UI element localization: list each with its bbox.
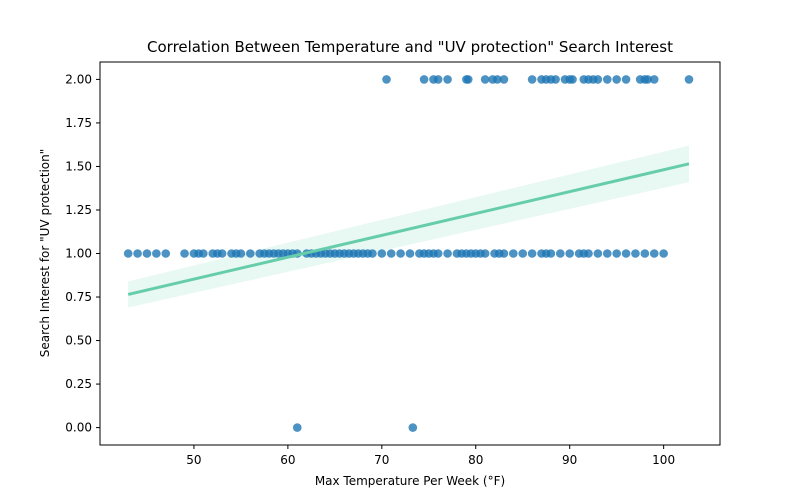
data-point	[546, 249, 556, 258]
axes-layer: 50 60 70 80 90 100 0.00 0.25 0.50 0.75 1.00 1.25 1.5…	[65, 61, 721, 467]
x-tick-label: 90	[562, 453, 577, 467]
y-tick-label: 0.75	[65, 290, 92, 304]
data-point	[631, 249, 640, 258]
regression-line	[127, 162, 690, 296]
y-tick-label: 1.00	[65, 247, 92, 261]
regression-line-layer	[127, 162, 690, 296]
data-point	[377, 249, 387, 258]
y-tick-label: 0.00	[65, 421, 92, 435]
y-tick-label: 1.50	[65, 159, 92, 173]
data-point	[443, 249, 452, 258]
data-point	[405, 249, 415, 258]
data-point	[199, 249, 208, 258]
confidence-band-layer	[128, 145, 689, 308]
data-point	[643, 75, 652, 84]
data-point	[568, 75, 577, 84]
data-point	[565, 249, 574, 258]
data-point	[386, 249, 396, 258]
data-point	[408, 423, 418, 432]
data-point	[621, 249, 631, 258]
x-tick-label: 80	[468, 453, 483, 467]
data-point	[518, 249, 528, 258]
data-point	[584, 249, 593, 258]
data-points-layer	[123, 75, 694, 432]
data-point	[602, 75, 612, 84]
data-point	[123, 249, 133, 258]
data-point	[499, 249, 509, 258]
data-point	[463, 75, 473, 84]
confidence-band	[128, 145, 689, 308]
data-point	[527, 249, 537, 258]
data-point	[419, 75, 429, 84]
data-point	[612, 249, 621, 258]
data-point	[152, 249, 161, 258]
data-point	[649, 75, 659, 84]
x-tick-label: 100	[652, 453, 675, 467]
data-point	[509, 249, 518, 258]
data-point	[217, 249, 227, 258]
y-tick-label: 1.75	[65, 116, 92, 130]
data-point	[443, 75, 452, 84]
data-point	[433, 249, 443, 258]
data-point	[649, 249, 659, 258]
data-point	[551, 75, 560, 84]
x-tick-label: 70	[374, 453, 389, 467]
y-tick-label: 1.25	[65, 203, 92, 217]
data-point	[527, 75, 537, 84]
y-axis-title: Search Interest for "UV protection"	[38, 149, 52, 358]
y-tick-label: 0.25	[65, 377, 92, 391]
data-point	[161, 249, 171, 258]
data-point	[368, 249, 377, 258]
data-point	[382, 75, 391, 84]
data-point	[593, 249, 603, 258]
data-point	[602, 249, 612, 258]
data-point	[684, 75, 694, 84]
data-point	[480, 75, 490, 84]
data-point	[640, 249, 650, 258]
data-point	[133, 249, 142, 258]
data-point	[659, 249, 668, 258]
data-point	[593, 75, 603, 84]
x-axis-title: Max Temperature Per Week (°F)	[315, 474, 505, 488]
chart-title: Correlation Between Temperature and "UV …	[147, 38, 673, 56]
y-tick-label: 2.00	[65, 72, 92, 86]
data-point	[292, 423, 302, 432]
data-point	[556, 249, 565, 258]
x-tick-label: 60	[280, 453, 295, 467]
data-point	[480, 249, 490, 258]
data-point	[180, 249, 189, 258]
data-point	[621, 75, 631, 84]
data-point	[612, 75, 621, 84]
x-tick-label: 50	[186, 453, 201, 467]
data-point	[433, 75, 443, 84]
data-point	[499, 75, 509, 84]
y-tick-label: 0.50	[65, 334, 92, 348]
data-point	[396, 249, 405, 258]
data-point	[493, 75, 502, 84]
data-point	[142, 249, 152, 258]
data-point	[236, 249, 246, 258]
data-point	[246, 249, 255, 258]
